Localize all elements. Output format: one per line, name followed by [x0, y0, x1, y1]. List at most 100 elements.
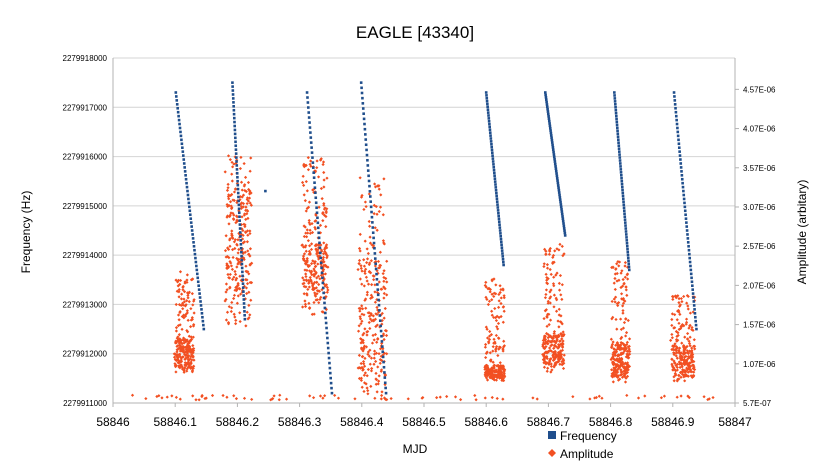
- amplitude-point: [614, 365, 618, 369]
- amplitude-point: [375, 212, 379, 216]
- frequency-point: [680, 177, 684, 181]
- frequency-point: [236, 191, 240, 195]
- amplitude-point: [619, 337, 623, 341]
- amplitude-point: [677, 301, 681, 305]
- amplitude-point: [492, 378, 497, 382]
- amplitude-point: [302, 292, 306, 296]
- amplitude-point: [548, 267, 552, 272]
- amplitude-point: [309, 242, 314, 246]
- frequency-point: [620, 185, 624, 189]
- amplitude-point: [187, 358, 191, 363]
- amplitude-point: [315, 276, 319, 280]
- amplitude-point: [363, 364, 367, 368]
- amplitude-point: [190, 337, 194, 341]
- amplitude-point: [317, 301, 321, 305]
- frequency-point: [366, 164, 370, 167]
- frequency-point: [544, 95, 548, 99]
- amplitude-point: [366, 367, 370, 372]
- amplitude-point: [611, 380, 615, 384]
- amplitude-point: [615, 271, 619, 276]
- amplitude-point: [192, 311, 196, 315]
- frequency-point: [321, 276, 324, 280]
- amplitude-point: [385, 280, 389, 284]
- amplitude-point: [486, 366, 490, 371]
- amplitude-point: [685, 337, 690, 341]
- amplitude-point: [626, 355, 630, 359]
- amplitude-point: [272, 394, 276, 398]
- amplitude-point: [366, 329, 370, 334]
- frequency-point: [682, 189, 685, 193]
- amplitude-point: [624, 347, 628, 351]
- amplitude-point: [302, 278, 306, 282]
- amplitude-point: [321, 396, 325, 400]
- frequency-point: [307, 106, 310, 109]
- amplitude-point: [484, 365, 488, 369]
- frequency-point: [557, 191, 561, 194]
- amplitude-point: [384, 333, 389, 338]
- amplitude-point: [502, 294, 506, 298]
- amplitude-point: [503, 375, 507, 379]
- amplitude-point: [680, 355, 684, 360]
- amplitude-point: [571, 395, 575, 399]
- amplitude-point: [619, 340, 623, 345]
- amplitude-point: [620, 297, 624, 301]
- amplitude-point: [542, 264, 546, 269]
- amplitude-point: [681, 361, 686, 365]
- amplitude-point: [170, 394, 174, 398]
- frequency-point: [626, 250, 630, 254]
- amplitude-point: [685, 301, 689, 305]
- amplitude-point: [435, 396, 439, 400]
- amplitude-point: [236, 238, 240, 242]
- frequency-point: [624, 230, 628, 233]
- frequency-point: [689, 268, 693, 272]
- amplitude-point: [368, 348, 372, 352]
- amplitude-point: [625, 340, 629, 344]
- frequency-point: [548, 122, 551, 125]
- frequency-point: [687, 248, 691, 252]
- amplitude-point: [626, 277, 630, 281]
- frequency-point: [368, 190, 372, 193]
- amplitude-point: [544, 350, 549, 354]
- amplitude-point: [321, 211, 325, 215]
- frequency-point: [264, 189, 267, 193]
- amplitude-point: [231, 255, 235, 260]
- y2-tick-label: 3.57E-06: [743, 164, 776, 173]
- amplitude-point: [381, 271, 385, 276]
- amplitude-point: [316, 175, 321, 179]
- frequency-point: [192, 244, 196, 248]
- amplitude-point: [490, 309, 494, 313]
- amplitude-point: [358, 277, 362, 281]
- amplitude-point: [319, 295, 323, 299]
- amplitude-point: [248, 229, 252, 233]
- amplitude-point: [359, 361, 363, 366]
- amplitude-point: [307, 249, 312, 253]
- amplitude-point: [368, 271, 373, 275]
- amplitude-point: [322, 282, 326, 286]
- frequency-point: [497, 211, 500, 215]
- amplitude-point: [545, 281, 549, 285]
- amplitude-point: [226, 272, 230, 277]
- amplitude-point: [376, 365, 380, 369]
- amplitude-point: [315, 166, 319, 170]
- amplitude-point: [378, 361, 382, 365]
- amplitude-point: [672, 379, 676, 383]
- amplitude-point: [224, 318, 229, 322]
- amplitude-point: [541, 338, 545, 343]
- frequency-point: [490, 142, 493, 146]
- frequency-point: [237, 203, 241, 207]
- frequency-point: [686, 241, 690, 244]
- legend-frequency-swatch: [548, 431, 556, 439]
- frequency-point: [370, 215, 374, 219]
- amplitude-point: [377, 352, 381, 356]
- amplitude-point: [497, 365, 501, 369]
- frequency-point: [488, 122, 491, 126]
- amplitude-point: [278, 393, 282, 397]
- amplitude-point: [686, 354, 691, 359]
- amplitude-point: [310, 273, 314, 277]
- frequency-point: [232, 105, 235, 108]
- amplitude-point: [389, 396, 393, 401]
- amplitude-point: [613, 352, 617, 356]
- amplitude-point: [227, 247, 231, 252]
- amplitude-point: [303, 268, 307, 272]
- amplitude-point: [234, 322, 238, 326]
